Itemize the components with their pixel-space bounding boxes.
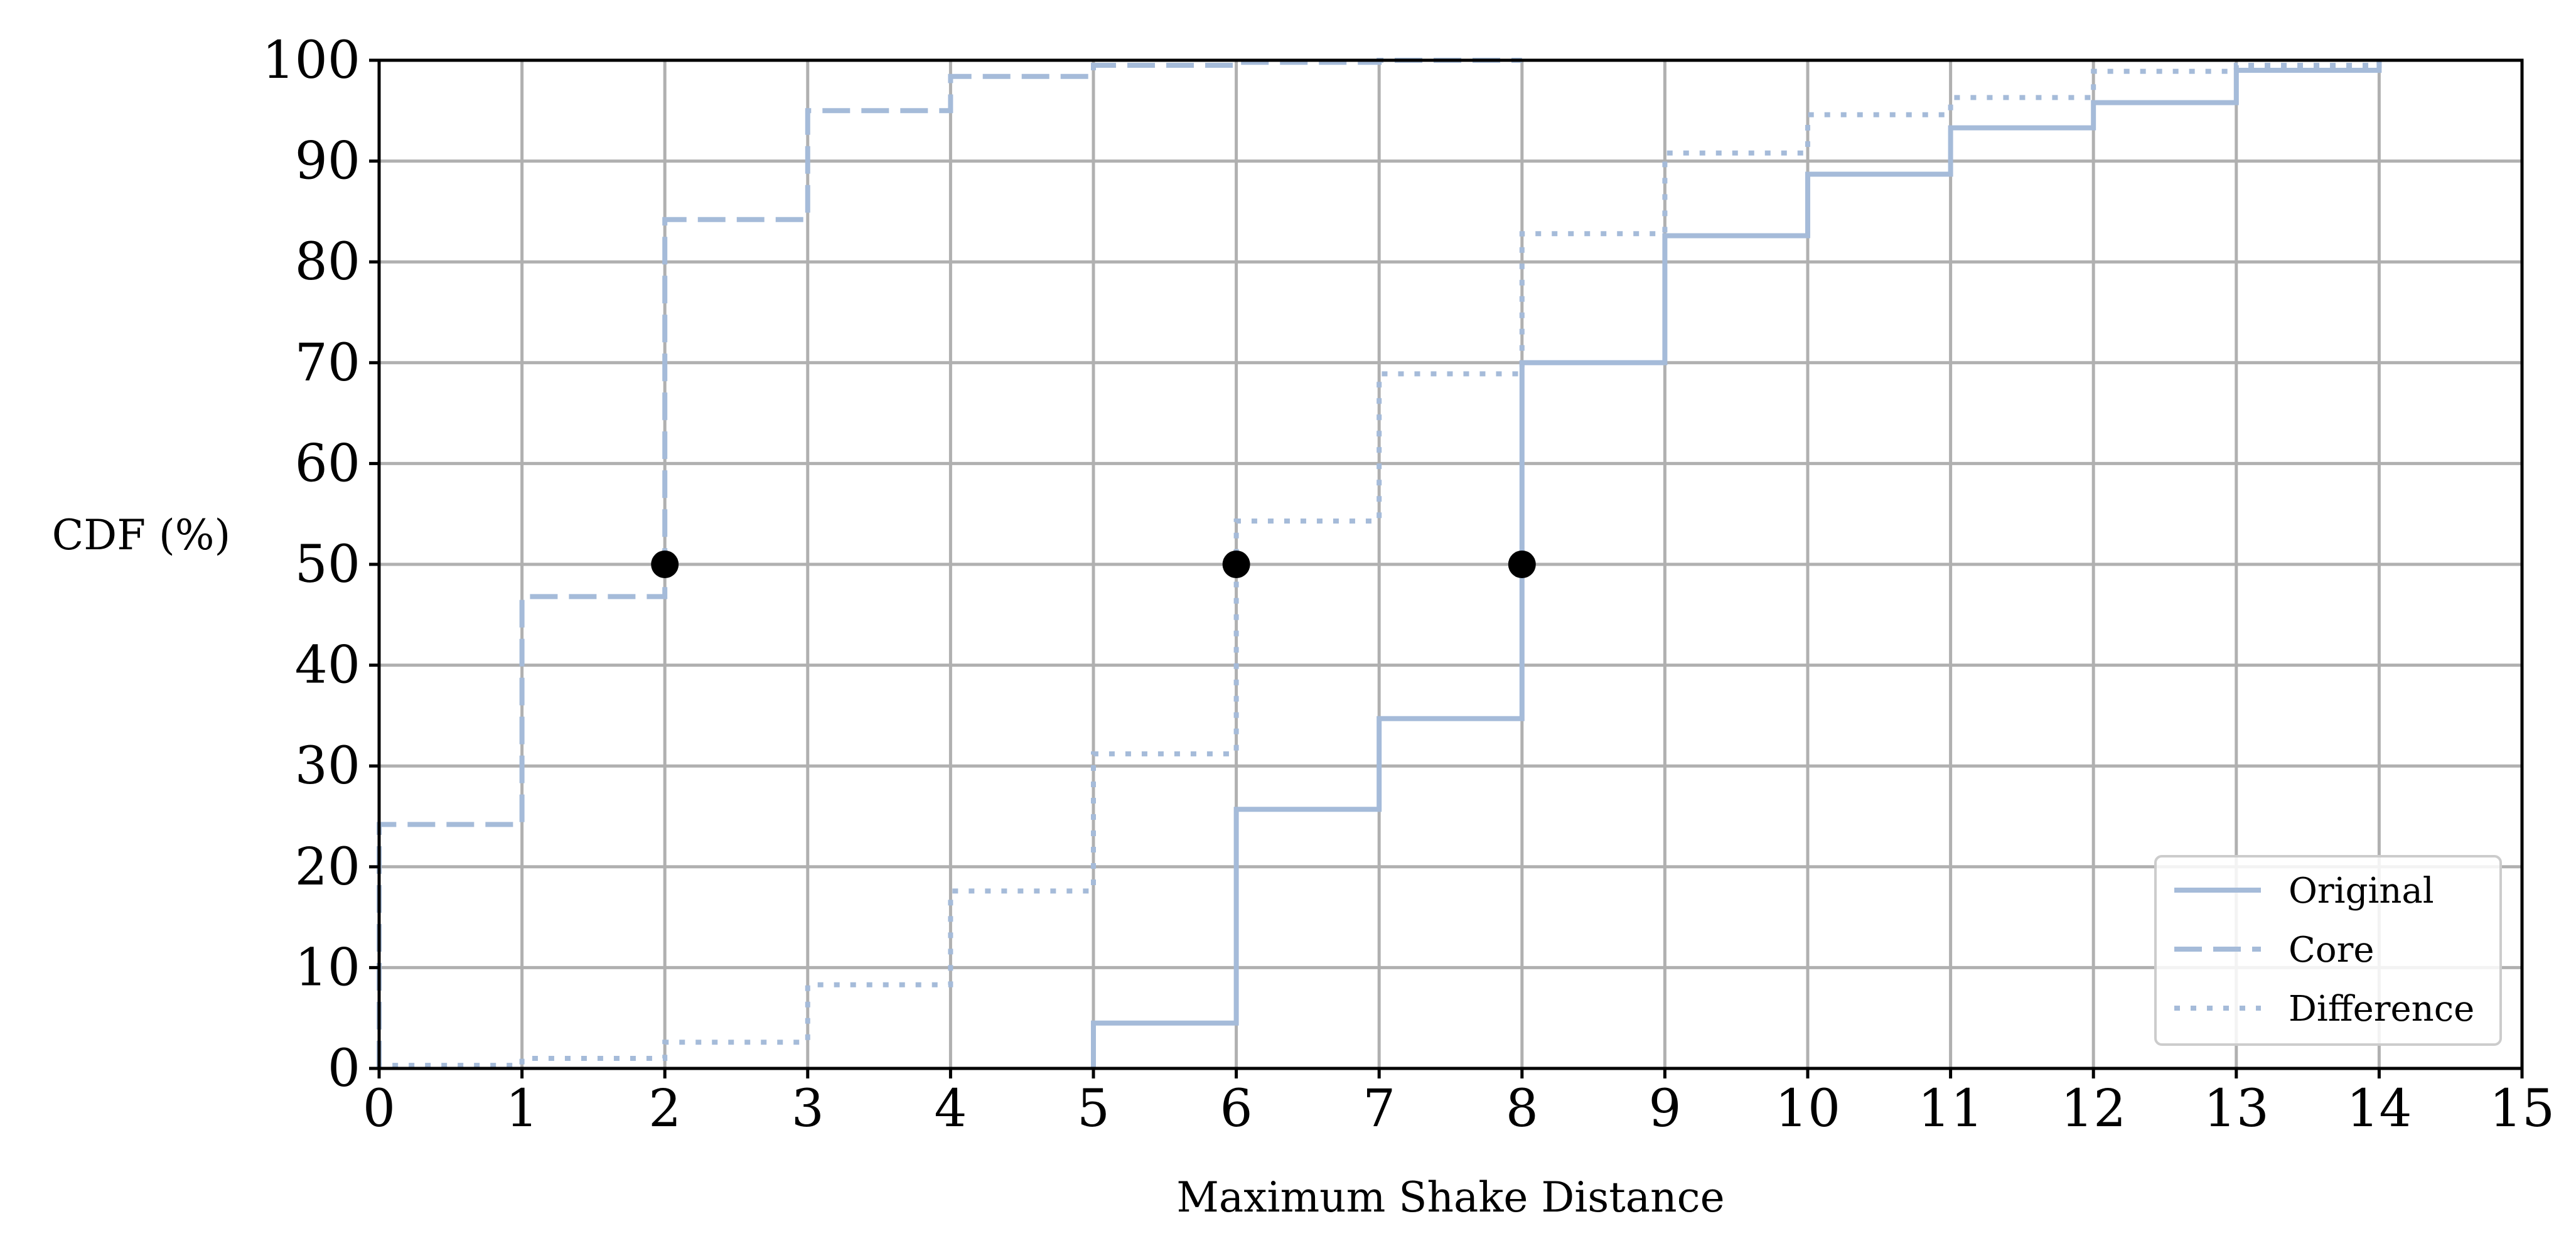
median-marker	[1222, 551, 1250, 578]
y-tick-label: 80	[295, 232, 360, 292]
series-line-original	[1091, 60, 2382, 1068]
x-tick-label: 11	[1918, 1079, 1983, 1139]
y-tick-label: 100	[262, 31, 360, 90]
y-tick-label: 20	[295, 837, 360, 897]
x-tick-label: 2	[648, 1079, 681, 1139]
x-tick-label: 14	[2346, 1079, 2412, 1139]
axis-ticks: 0 1 2 3 4 5 6 7 8 9 10 11 12 13 14 15010203040506070809…	[262, 31, 2555, 1139]
x-tick-label: 1	[506, 1079, 539, 1139]
x-tick-label: 12	[2061, 1079, 2126, 1139]
series-line-difference	[377, 60, 2382, 1068]
series-line-core	[377, 58, 1522, 1068]
x-axis-label: Maximum Shake Distance	[1176, 1173, 1724, 1222]
median-marker	[1508, 551, 1536, 578]
x-tick-label: 6	[1220, 1079, 1253, 1139]
y-tick-label: 40	[295, 636, 360, 696]
legend-label-original: Original	[2289, 871, 2434, 911]
x-tick-label: 13	[2204, 1079, 2269, 1139]
y-tick-label: 0	[328, 1039, 360, 1099]
x-tick-label: 9	[1648, 1079, 1681, 1139]
x-tick-label: 4	[934, 1079, 967, 1139]
y-tick-label: 60	[295, 434, 360, 493]
y-tick-label: 90	[295, 132, 360, 191]
series-layer	[377, 58, 2382, 1068]
x-tick-label: 8	[1506, 1079, 1538, 1139]
y-tick-label: 10	[295, 938, 360, 997]
legend-box	[2154, 855, 2502, 1046]
legend-label-difference: Difference	[2289, 989, 2474, 1030]
x-tick-label: 5	[1077, 1079, 1110, 1139]
x-tick-label: 0	[363, 1079, 395, 1139]
x-tick-label: 7	[1363, 1079, 1395, 1139]
median-markers	[651, 551, 1536, 578]
y-tick-label: 30	[295, 736, 360, 796]
legend: Original Core Difference	[2154, 855, 2502, 1046]
x-tick-label: 10	[1775, 1079, 1840, 1139]
legend-label-core: Core	[2289, 930, 2374, 970]
y-tick-label: 50	[295, 535, 360, 594]
x-tick-label: 15	[2489, 1079, 2555, 1139]
median-marker	[651, 551, 679, 578]
y-axis-label: CDF (%)	[52, 511, 230, 559]
y-tick-label: 70	[295, 333, 360, 393]
x-tick-label: 3	[792, 1079, 824, 1139]
